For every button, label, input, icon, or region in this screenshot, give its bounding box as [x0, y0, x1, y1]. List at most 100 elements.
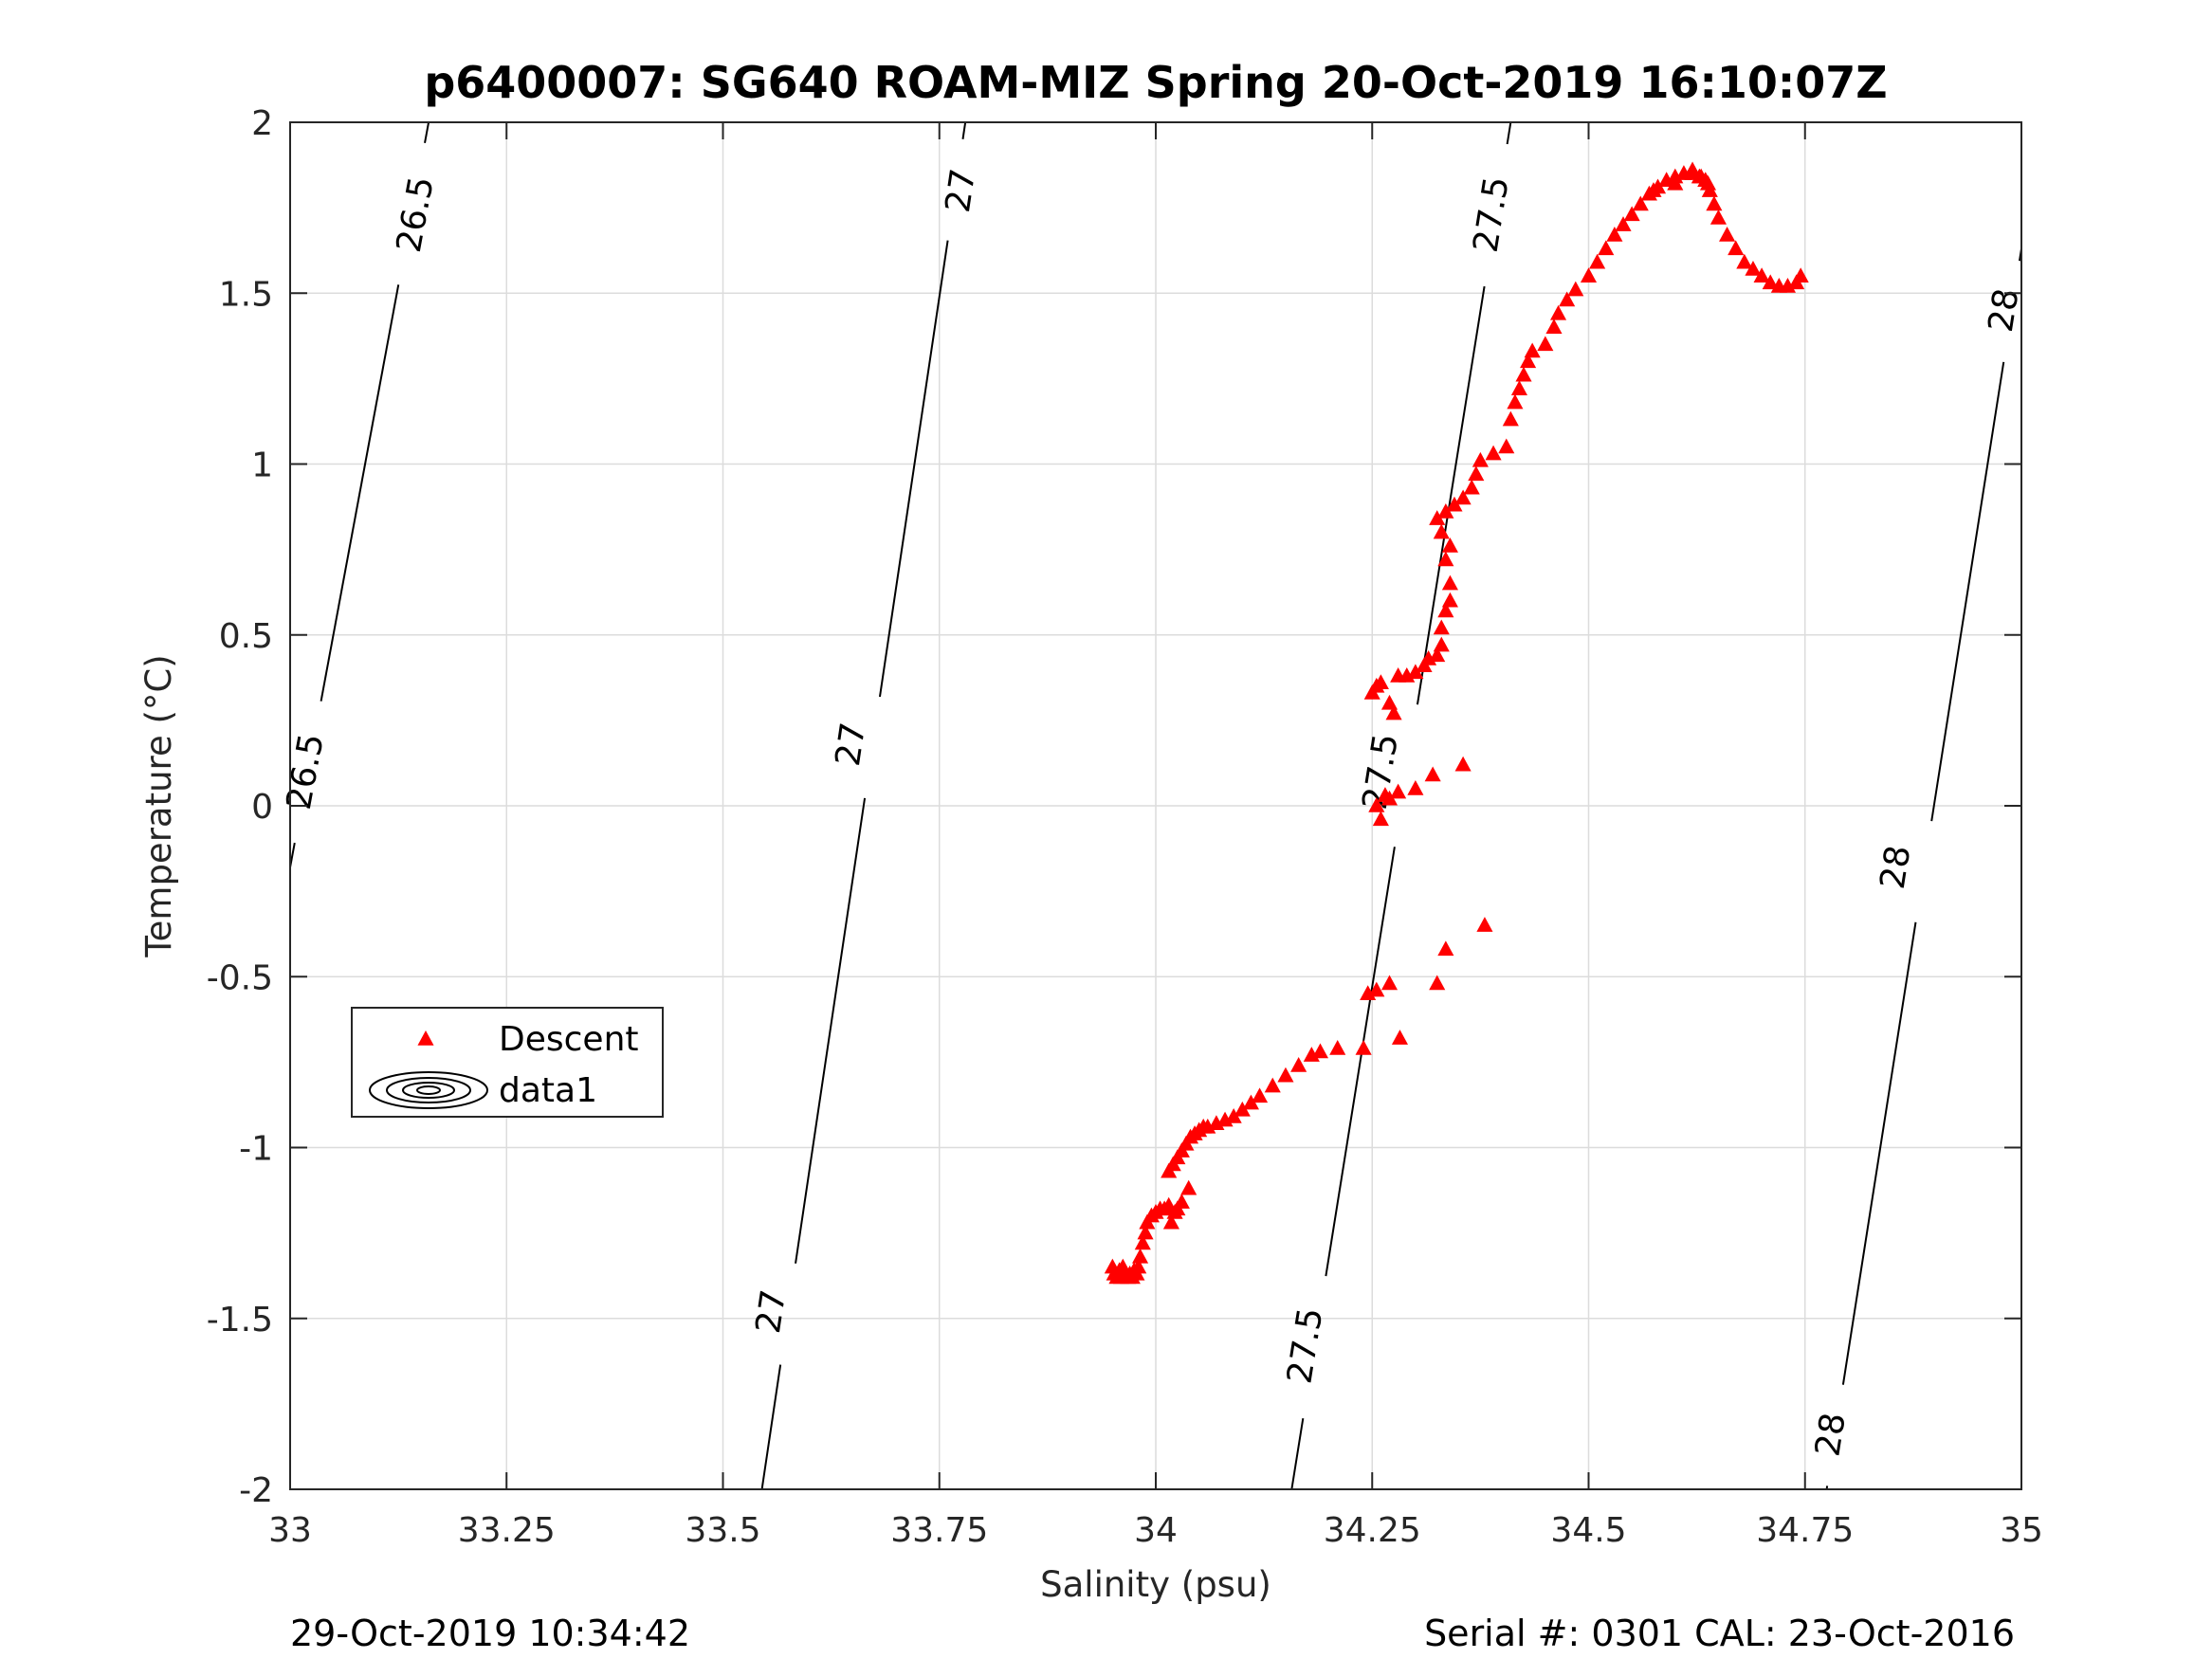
y-tick-label: 2 — [251, 104, 273, 143]
descent-point — [1130, 1258, 1147, 1274]
x-tick-label: 33.5 — [685, 1511, 760, 1550]
x-tick-label: 33.75 — [890, 1511, 988, 1550]
descent-point — [1441, 592, 1458, 608]
descent-point — [1242, 1094, 1259, 1110]
y-tick-label: 0 — [251, 788, 273, 827]
descent-point — [1380, 790, 1398, 806]
descent-point — [1180, 1179, 1197, 1195]
x-tick-label: 34.25 — [1324, 1511, 1421, 1550]
x-tick-label: 35 — [2000, 1511, 2043, 1550]
y-tick-label: -1 — [239, 1130, 273, 1169]
contour-ring — [369, 1071, 488, 1109]
y-tick-label: 0.5 — [219, 617, 273, 656]
descent-point — [1454, 489, 1472, 505]
descent-point — [1454, 756, 1472, 772]
grid-lines — [289, 121, 2022, 1490]
contour-line-28 — [1841, 921, 1917, 1385]
descent-point — [1520, 353, 1537, 369]
descent-point — [1368, 981, 1385, 997]
descent-point — [1515, 366, 1532, 382]
descent-point — [1137, 1224, 1154, 1240]
descent-point — [1132, 1248, 1149, 1264]
descent-point — [1709, 209, 1727, 225]
x-tick-label: 33.25 — [458, 1511, 556, 1550]
footer-timestamp: 29-Oct-2019 10:34:42 — [290, 1613, 690, 1654]
descent-point — [1225, 1108, 1242, 1123]
contour-line-27 — [961, 121, 967, 139]
descent-point — [1134, 1234, 1151, 1250]
contour-label: 27 — [939, 166, 983, 214]
contour-line-26.5 — [424, 121, 430, 144]
x-tick-label: 33 — [268, 1511, 312, 1550]
descent-point — [1277, 1066, 1294, 1083]
descent-point — [1510, 380, 1528, 395]
y-tick-label: 1 — [251, 447, 273, 485]
descent-point — [1736, 253, 1753, 269]
legend[interactable]: Descent data1 — [351, 1007, 664, 1118]
descent-point — [1623, 206, 1640, 222]
descent-point — [1407, 779, 1424, 795]
descent-point — [1728, 240, 1745, 256]
descent-point — [1437, 551, 1454, 567]
legend-entry-descent[interactable]: Descent — [417, 1020, 639, 1059]
descent-point — [1390, 783, 1407, 799]
descent-point — [1606, 226, 1623, 242]
descent-point — [1290, 1056, 1307, 1072]
contour-icon — [369, 1071, 488, 1109]
descent-point — [1380, 975, 1398, 991]
contour-line-27 — [760, 1364, 782, 1490]
descent-point — [1385, 704, 1402, 720]
contour-line-27.5 — [1506, 121, 1512, 145]
descent-point — [1429, 647, 1446, 663]
descent-point — [1598, 240, 1615, 256]
x-axis-label: Salinity (psu) — [1040, 1564, 1271, 1605]
descent-point — [1468, 465, 1485, 482]
y-tick-label: 1.5 — [219, 275, 273, 314]
contour-line-27.5 — [1416, 285, 1486, 705]
descent-point — [1580, 267, 1598, 283]
descent-point — [1589, 253, 1606, 269]
descent-point — [1498, 438, 1515, 454]
footer-serial-cal: Serial #: 0301 CAL: 23-Oct-2016 — [1424, 1613, 2015, 1654]
y-tick-label: -1.5 — [207, 1301, 273, 1340]
descent-point — [1264, 1077, 1281, 1093]
descent-point — [1437, 602, 1454, 618]
descent-point — [1433, 523, 1450, 539]
y-axis-ticks: -2 -1.5 -1 -0.5 0 0.5 1 1.5 2 — [207, 104, 2021, 1510]
contour-label: 28 — [1874, 843, 1919, 892]
legend-entry-data1[interactable]: data1 — [369, 1071, 597, 1110]
descent-point — [1537, 336, 1554, 352]
descent-point — [1437, 502, 1454, 519]
descent-point — [1252, 1087, 1269, 1103]
chart-title: p6400007: SG640 ROAM-MIZ Spring 20-Oct-2… — [424, 57, 1887, 108]
descent-point — [1407, 664, 1424, 680]
contour-line-27.5 — [1325, 847, 1396, 1277]
descent-point — [1391, 1030, 1409, 1045]
x-tick-label: 34.75 — [1756, 1511, 1854, 1550]
contour-line-27 — [878, 240, 949, 698]
descent-point — [1507, 393, 1524, 410]
descent-point — [1485, 445, 1502, 461]
x-tick-label: 34.5 — [1550, 1511, 1626, 1550]
descent-point — [1429, 510, 1446, 525]
descent-point — [1424, 766, 1441, 782]
descent-point — [1173, 1194, 1190, 1209]
contour-label: 27 — [829, 720, 873, 768]
descent-point — [1472, 451, 1489, 467]
y-tick-label: -0.5 — [207, 958, 273, 997]
descent-point — [1433, 619, 1450, 635]
descent-point — [1706, 195, 1723, 211]
descent-point — [1437, 940, 1454, 957]
contour-ring — [386, 1077, 471, 1103]
descent-point — [1549, 304, 1567, 320]
descent-point — [1463, 479, 1480, 495]
descent-point — [1329, 1039, 1346, 1055]
contour-ring — [416, 1085, 441, 1095]
descent-point — [1234, 1101, 1251, 1117]
descent-point — [1667, 174, 1684, 191]
descent-point — [1524, 342, 1541, 358]
descent-point — [1753, 267, 1770, 283]
x-tick-label: 34 — [1134, 1511, 1178, 1550]
descent-point — [1162, 1213, 1179, 1230]
